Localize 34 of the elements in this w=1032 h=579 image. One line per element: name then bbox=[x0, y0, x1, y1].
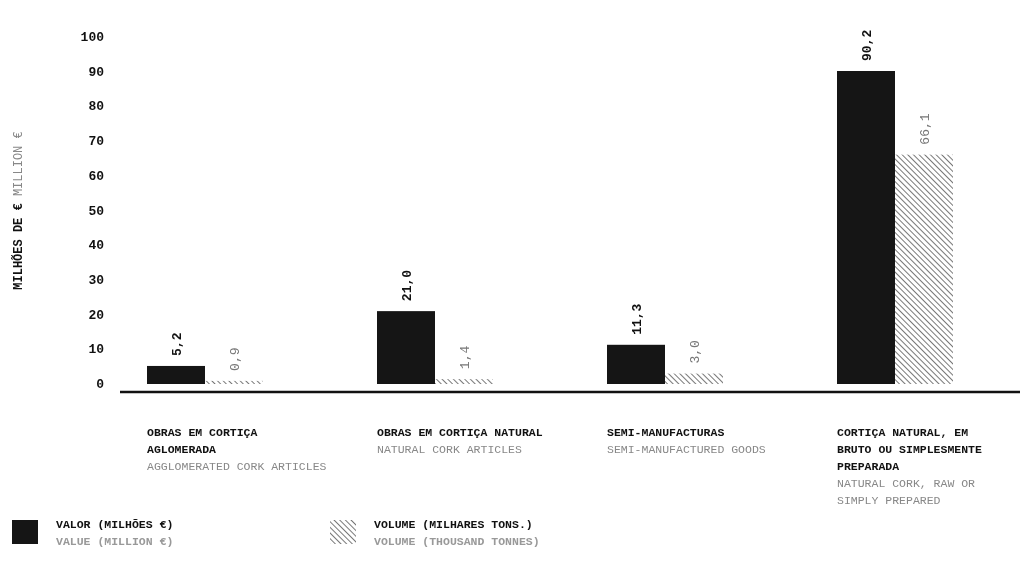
y-tick-label: 60 bbox=[88, 168, 105, 184]
data-label: 3,0 bbox=[688, 340, 703, 364]
data-label: 21,0 bbox=[400, 269, 415, 302]
y-tick-label: 70 bbox=[88, 134, 105, 150]
y-tick-label: 100 bbox=[80, 30, 105, 45]
y-tick-label: 0 bbox=[96, 377, 105, 392]
bar bbox=[435, 379, 493, 384]
bar bbox=[205, 380, 263, 384]
data-label: 90,2 bbox=[860, 29, 875, 62]
y-tick-label: 20 bbox=[88, 307, 105, 323]
x-tick-label: SEMI-MANUFACTURAS SEMI-MANUFACTURED GOODS bbox=[607, 426, 766, 456]
x-tick-label: CORTIÇA NATURAL, EM BRUTO OU SIMPLESMENTE PREPARADA NATURAL CORK, RAW OR SIMPLY PREPARED bbox=[837, 426, 983, 507]
data-label: 1,4 bbox=[458, 345, 473, 370]
y-tick-label: 30 bbox=[88, 272, 105, 288]
bar bbox=[147, 365, 205, 384]
legend-label: VOLUME (MILHARES TONS.) VOLUME (THOUSAND TONNES) bbox=[374, 518, 540, 548]
x-tick-label: OBRAS EM CORTIÇA NATURAL NATURAL CORK ARTICLES bbox=[377, 426, 543, 456]
legend-label: VALOR (MILHÕES €) VALUE (MILLION €) bbox=[56, 518, 174, 548]
x-tick-label: OBRAS EM CORTIÇA AGLOMERADA AGGLOMERATED CORK ARTICLES bbox=[147, 426, 327, 473]
y-axis-title: MILHÕES DE € MILLION € bbox=[11, 131, 26, 290]
bar bbox=[837, 71, 895, 384]
y-tick-label: 40 bbox=[88, 238, 105, 254]
data-label: 5,2 bbox=[170, 332, 185, 356]
data-label: 11,3 bbox=[630, 303, 645, 335]
y-tick-label: 90 bbox=[88, 64, 105, 80]
data-label: 66,1 bbox=[918, 113, 933, 145]
bar bbox=[895, 154, 953, 384]
y-tick-label: 80 bbox=[88, 99, 105, 115]
data-label: 0,9 bbox=[228, 347, 243, 371]
y-tick-label: 10 bbox=[88, 342, 105, 358]
bar bbox=[377, 311, 435, 384]
y-tick-label: 50 bbox=[88, 203, 105, 219]
bar bbox=[665, 373, 723, 384]
bar bbox=[607, 344, 665, 384]
